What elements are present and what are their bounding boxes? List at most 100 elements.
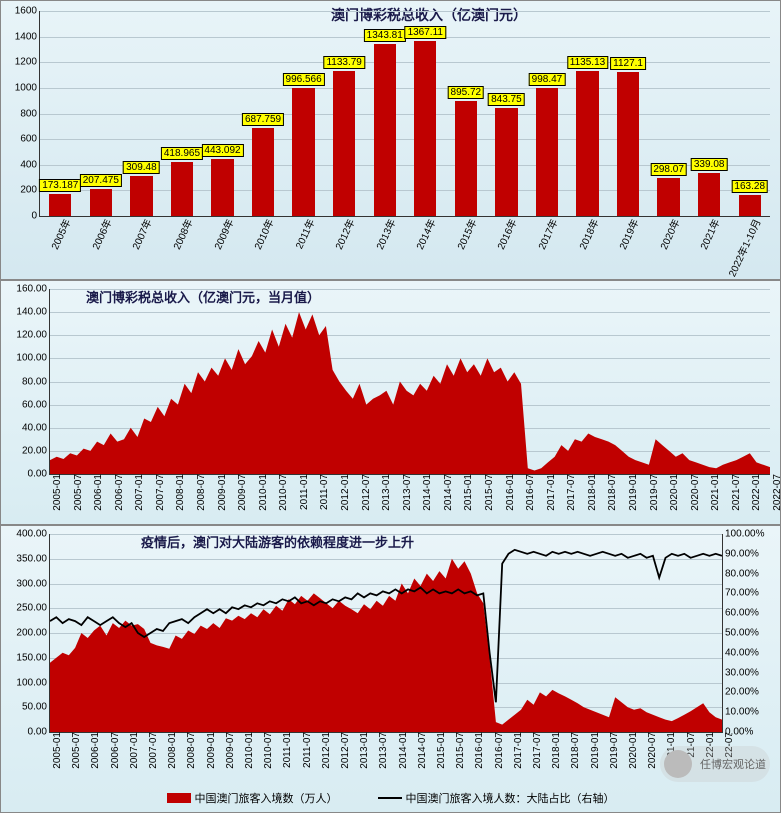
y-tick: 160.00 — [16, 284, 50, 295]
x-tick: 2008-07 — [194, 474, 207, 511]
bar-value-label: 687.759 — [242, 113, 284, 126]
x-tick: 2005-01 — [50, 474, 63, 511]
x-tick: 2020-01 — [626, 732, 639, 769]
x-tick: 2005-07 — [69, 732, 82, 769]
legend-area-label: 中国澳门旅客入境数（万人） — [195, 790, 338, 806]
x-tick: 2018-01 — [549, 732, 562, 769]
bar-value-label: 207.475 — [80, 174, 122, 187]
bar — [292, 88, 314, 216]
bar-value-label: 1367.11 — [405, 26, 446, 39]
x-tick: 2021-01 — [708, 474, 721, 511]
y-tick-right: 40.00% — [722, 647, 759, 658]
y-tick: 400 — [20, 159, 40, 170]
x-tick: 2017-07 — [530, 732, 543, 769]
x-tick: 2022-07 — [770, 474, 781, 511]
grid-line — [40, 62, 770, 63]
x-tick: 2020-07 — [688, 474, 701, 511]
x-tick: 2013-07 — [376, 732, 389, 769]
y-tick-left: 0.00 — [28, 727, 50, 738]
grid-line — [40, 139, 770, 140]
watermark-text: 任博宏观论道 — [700, 756, 766, 772]
annual-gaming-tax-chart: 澳门博彩税总收入（亿澳门元） 0200400600800100012001400… — [0, 0, 781, 280]
watermark: 任博宏观论道 — [660, 746, 770, 782]
bar-value-label: 1135.13 — [567, 56, 608, 69]
x-tick: 2010年 — [249, 216, 276, 252]
y-tick: 200 — [20, 185, 40, 196]
x-tick: 2006-01 — [88, 732, 101, 769]
legend-line-swatch — [378, 797, 402, 799]
x-tick: 2017-01 — [511, 732, 524, 769]
x-tick: 2010-07 — [276, 474, 289, 511]
x-tick: 2009年 — [209, 216, 236, 252]
x-tick: 2015年 — [452, 216, 479, 252]
y-tick: 40.00 — [22, 422, 50, 433]
grid-line — [40, 11, 770, 12]
bar — [495, 108, 517, 216]
x-tick: 2010-07 — [261, 732, 274, 769]
x-tick: 2009-01 — [215, 474, 228, 511]
x-tick: 2021年 — [696, 216, 723, 252]
x-tick: 2007-07 — [146, 732, 159, 769]
x-tick: 2017-07 — [564, 474, 577, 511]
x-tick: 2008-01 — [165, 732, 178, 769]
x-tick: 2014-07 — [441, 474, 454, 511]
x-tick: 2014年 — [412, 216, 439, 252]
x-tick: 2012年 — [331, 216, 358, 252]
x-tick: 2007-07 — [153, 474, 166, 511]
x-tick: 2015-01 — [461, 474, 474, 511]
x-tick: 2014-01 — [420, 474, 433, 511]
bar-value-label: 163.28 — [731, 180, 768, 193]
x-tick: 2019-01 — [588, 732, 601, 769]
area-and-line — [50, 534, 722, 732]
bar — [49, 194, 71, 216]
x-tick: 2016年 — [493, 216, 520, 252]
bar — [698, 173, 720, 216]
x-tick: 2015-07 — [453, 732, 466, 769]
x-tick: 2011年 — [290, 216, 317, 251]
legend-line-label: 中国澳门旅客入境人数：大陆占比（右轴） — [406, 790, 615, 806]
x-tick: 2017-01 — [544, 474, 557, 511]
bar — [576, 71, 598, 216]
x-tick: 2020年 — [655, 216, 682, 252]
bar — [90, 189, 112, 216]
y-tick: 1000 — [15, 82, 40, 93]
bar-value-label: 998.47 — [529, 73, 566, 86]
x-tick: 2013-07 — [400, 474, 413, 511]
y-tick-right: 60.00% — [722, 608, 759, 619]
x-tick: 2006年 — [87, 216, 114, 252]
x-tick: 2016-07 — [523, 474, 536, 511]
grid-line — [40, 114, 770, 115]
x-tick: 2016-01 — [503, 474, 516, 511]
x-tick: 2007年 — [128, 216, 155, 252]
y-tick: 0.00 — [28, 469, 50, 480]
x-tick: 2015-01 — [434, 732, 447, 769]
x-tick: 2008-07 — [184, 732, 197, 769]
bar — [171, 162, 193, 216]
x-tick: 2022年1-10月 — [723, 216, 763, 279]
x-tick: 2012-01 — [319, 732, 332, 769]
x-tick: 2006-01 — [91, 474, 104, 511]
y-tick: 1600 — [15, 6, 40, 17]
bar — [130, 176, 152, 216]
x-tick: 2011-07 — [317, 474, 330, 510]
chart2-plot-area: 0.0020.0040.0060.0080.00100.00120.00140.… — [49, 289, 770, 475]
bar — [374, 44, 396, 216]
bar-value-label: 1343.81 — [364, 29, 406, 42]
x-tick: 2012-01 — [338, 474, 351, 511]
bar-value-label: 1133.79 — [323, 56, 364, 69]
bar-value-label: 173.187 — [39, 179, 81, 192]
x-tick: 2013-01 — [379, 474, 392, 511]
bar-value-label: 418.965 — [161, 147, 203, 160]
chart3-legend: 中国澳门旅客入境数（万人） 中国澳门旅客入境人数：大陆占比（右轴） — [1, 790, 780, 806]
x-tick: 2018-07 — [605, 474, 618, 511]
x-tick: 2013-01 — [357, 732, 370, 769]
bar-value-label: 843.75 — [488, 93, 525, 106]
x-tick: 2022-01 — [749, 474, 762, 511]
bar-value-label: 309.48 — [123, 161, 160, 174]
y-tick-left: 150.00 — [16, 652, 50, 663]
x-tick: 2011-07 — [300, 732, 313, 768]
x-tick: 2019-01 — [626, 474, 639, 511]
x-tick: 2011-01 — [280, 732, 293, 768]
visitor-dependency-chart: 疫情后，澳门对大陆游客的依赖程度进一步上升 0.0050.00100.00150… — [0, 525, 781, 813]
bar-value-label: 895.72 — [448, 86, 485, 99]
